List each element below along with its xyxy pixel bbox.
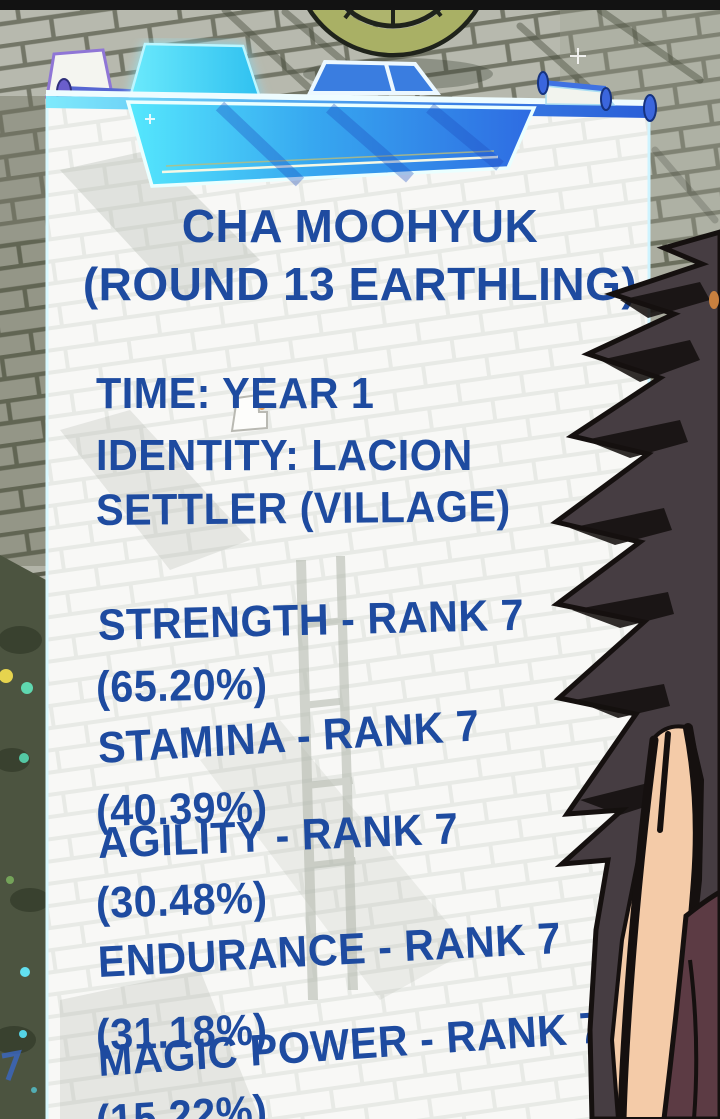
ear-glint <box>709 291 719 309</box>
status-window-panel <box>42 60 654 1119</box>
sparkles <box>145 48 586 124</box>
header-cabin-divider <box>384 63 396 94</box>
header-rod-highlight <box>46 90 649 106</box>
header-cabin-shape <box>306 59 442 95</box>
blue-wall-mark <box>1 1049 22 1081</box>
character-name: CHA MOOHYUK <box>181 200 539 252</box>
panel-top-border <box>0 0 720 10</box>
mossy-wall-corner <box>0 555 46 1119</box>
header-right-rod <box>543 80 606 92</box>
glow-particles <box>0 669 37 1093</box>
header-main-trapezoid <box>125 100 537 188</box>
header-pin-cap-1 <box>537 71 549 95</box>
garment-fold-line <box>688 959 699 1119</box>
ladder-shadow <box>296 556 358 1000</box>
info-time: TIME: YEAR 1 <box>96 369 375 418</box>
window-header-ornament <box>45 42 657 188</box>
wall-dark-strip <box>0 96 46 566</box>
header-right-tab <box>545 85 616 106</box>
character-garment <box>661 889 720 1119</box>
trapezoid-reflections <box>215 101 504 187</box>
header-pin-cap-2 <box>600 87 612 111</box>
character-round: (ROUND 13 EARTHLING) <box>82 258 638 310</box>
wall-doodle <box>230 393 268 433</box>
info-identity: IDENTITY: LACION <box>96 431 473 480</box>
header-pin-cap-3 <box>643 94 657 122</box>
